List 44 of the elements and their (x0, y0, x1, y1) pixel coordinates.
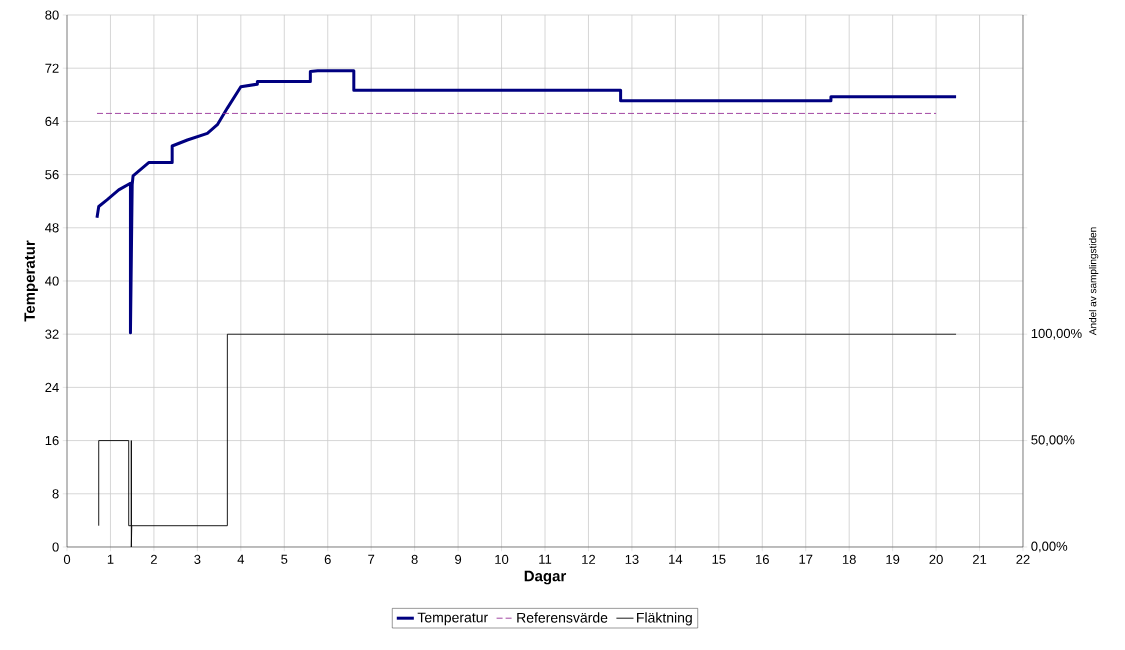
x-tick-label: 16 (756, 554, 769, 564)
x-tick-label: 10 (495, 554, 509, 564)
x-tick-label: 6 (324, 554, 331, 564)
y2-tick-label: 100,00% (1031, 328, 1082, 340)
y2-tick-label: 50,00% (1031, 435, 1075, 446)
x-tick-label: 14 (669, 554, 683, 564)
y-tick-label: 0 (52, 542, 59, 552)
y-tick-label: 64 (45, 116, 59, 126)
x-axis-title: Dagar (524, 570, 567, 585)
x-tick-label: 12 (582, 554, 596, 564)
x-tick-label: 2 (150, 554, 157, 564)
y-tick-label: 8 (52, 489, 59, 499)
x-tick-label: 1 (107, 554, 114, 564)
y-tick-label: 72 (45, 63, 59, 73)
x-tick-label: 8 (411, 554, 418, 564)
y-axis-title: Temperatur (24, 240, 38, 322)
y-tick-label: 16 (45, 435, 59, 446)
x-tick-label: 21 (972, 554, 987, 564)
x-tick-label: 3 (194, 554, 201, 564)
y-tick-label: 56 (45, 169, 59, 180)
x-tick-label: 5 (281, 554, 288, 564)
x-tick-label: 22 (1016, 554, 1030, 564)
y2-tick-label: 0,00% (1031, 541, 1068, 553)
x-tick-label: 17 (799, 554, 813, 564)
x-tick-label: 7 (368, 554, 375, 564)
legend-label: Referensvärde (517, 612, 608, 623)
x-tick-label: 15 (712, 554, 726, 564)
x-tick-label: 18 (842, 554, 856, 564)
y-tick-label: 80 (45, 10, 59, 20)
x-tick-label: 11 (539, 554, 552, 564)
x-tick-label: 4 (237, 554, 245, 564)
y2-axis-title: Andel av samplingstiden (1088, 227, 1099, 336)
legend-label: Fläktning (637, 612, 692, 626)
x-tick-label: 20 (929, 554, 943, 564)
x-tick-label: 9 (455, 554, 462, 564)
y-tick-label: 32 (45, 329, 59, 339)
x-tick-label: 13 (625, 554, 639, 564)
y-tick-label: 40 (45, 276, 59, 286)
x-tick-label: 0 (63, 554, 71, 564)
y-tick-label: 48 (45, 223, 59, 233)
y-tick-label: 24 (45, 382, 59, 392)
legend-label: Temperatur (417, 612, 488, 626)
x-tick-label: 19 (886, 554, 900, 564)
line-series (95, 69, 958, 335)
